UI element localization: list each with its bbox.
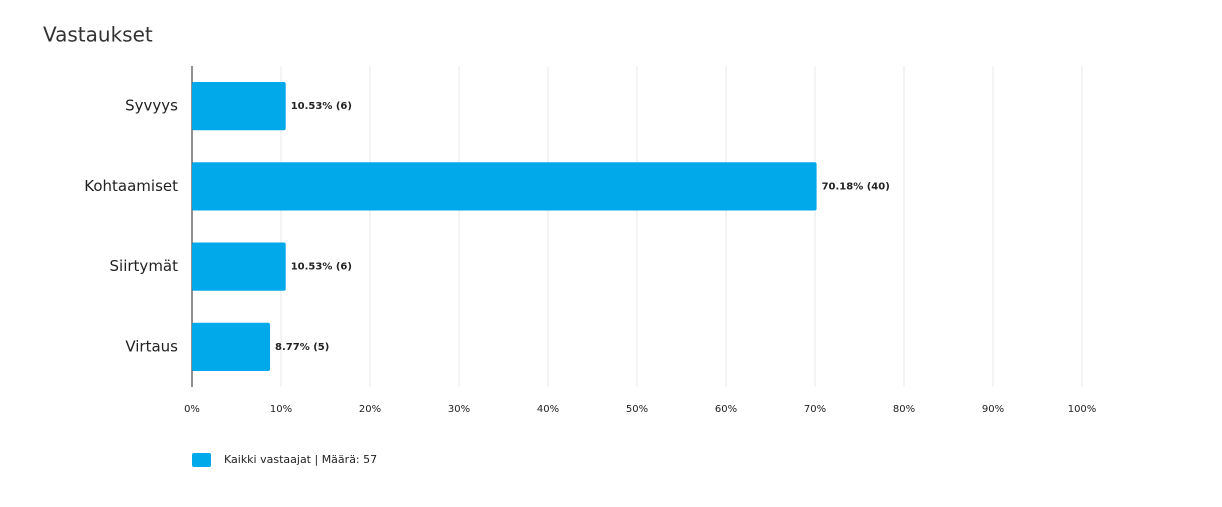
- value-label: 8.77% (5): [275, 342, 329, 353]
- x-tick-label: 10%: [270, 404, 292, 415]
- value-label: 10.53% (6): [291, 101, 352, 112]
- value-label: 10.53% (6): [291, 262, 352, 273]
- bar: [192, 82, 286, 131]
- value-label: 70.18% (40): [822, 181, 890, 192]
- x-tick-label: 70%: [804, 404, 826, 415]
- x-tick-label: 50%: [626, 404, 648, 415]
- x-tick-label: 60%: [715, 404, 737, 415]
- y-tick-label: Syvyys: [125, 97, 178, 115]
- y-tick-label: Siirtymät: [110, 257, 179, 275]
- y-tick-label: Virtaus: [125, 337, 178, 355]
- x-tick-label: 30%: [448, 404, 470, 415]
- x-tick-label: 20%: [359, 404, 381, 415]
- x-tick-label: 80%: [893, 404, 915, 415]
- chart-title: Vastaukset: [43, 23, 153, 47]
- bar: [192, 322, 271, 371]
- x-tick-label: 40%: [537, 404, 559, 415]
- bar: [192, 242, 286, 291]
- x-tick-label: 100%: [1068, 404, 1097, 415]
- y-tick-label: Kohtaamiset: [84, 177, 178, 195]
- legend-swatch: [192, 453, 211, 467]
- bar: [192, 162, 817, 211]
- x-tick-label: 0%: [184, 404, 200, 415]
- legend-label: Kaikki vastaajat | Määrä: 57: [224, 453, 377, 466]
- x-tick-label: 90%: [982, 404, 1004, 415]
